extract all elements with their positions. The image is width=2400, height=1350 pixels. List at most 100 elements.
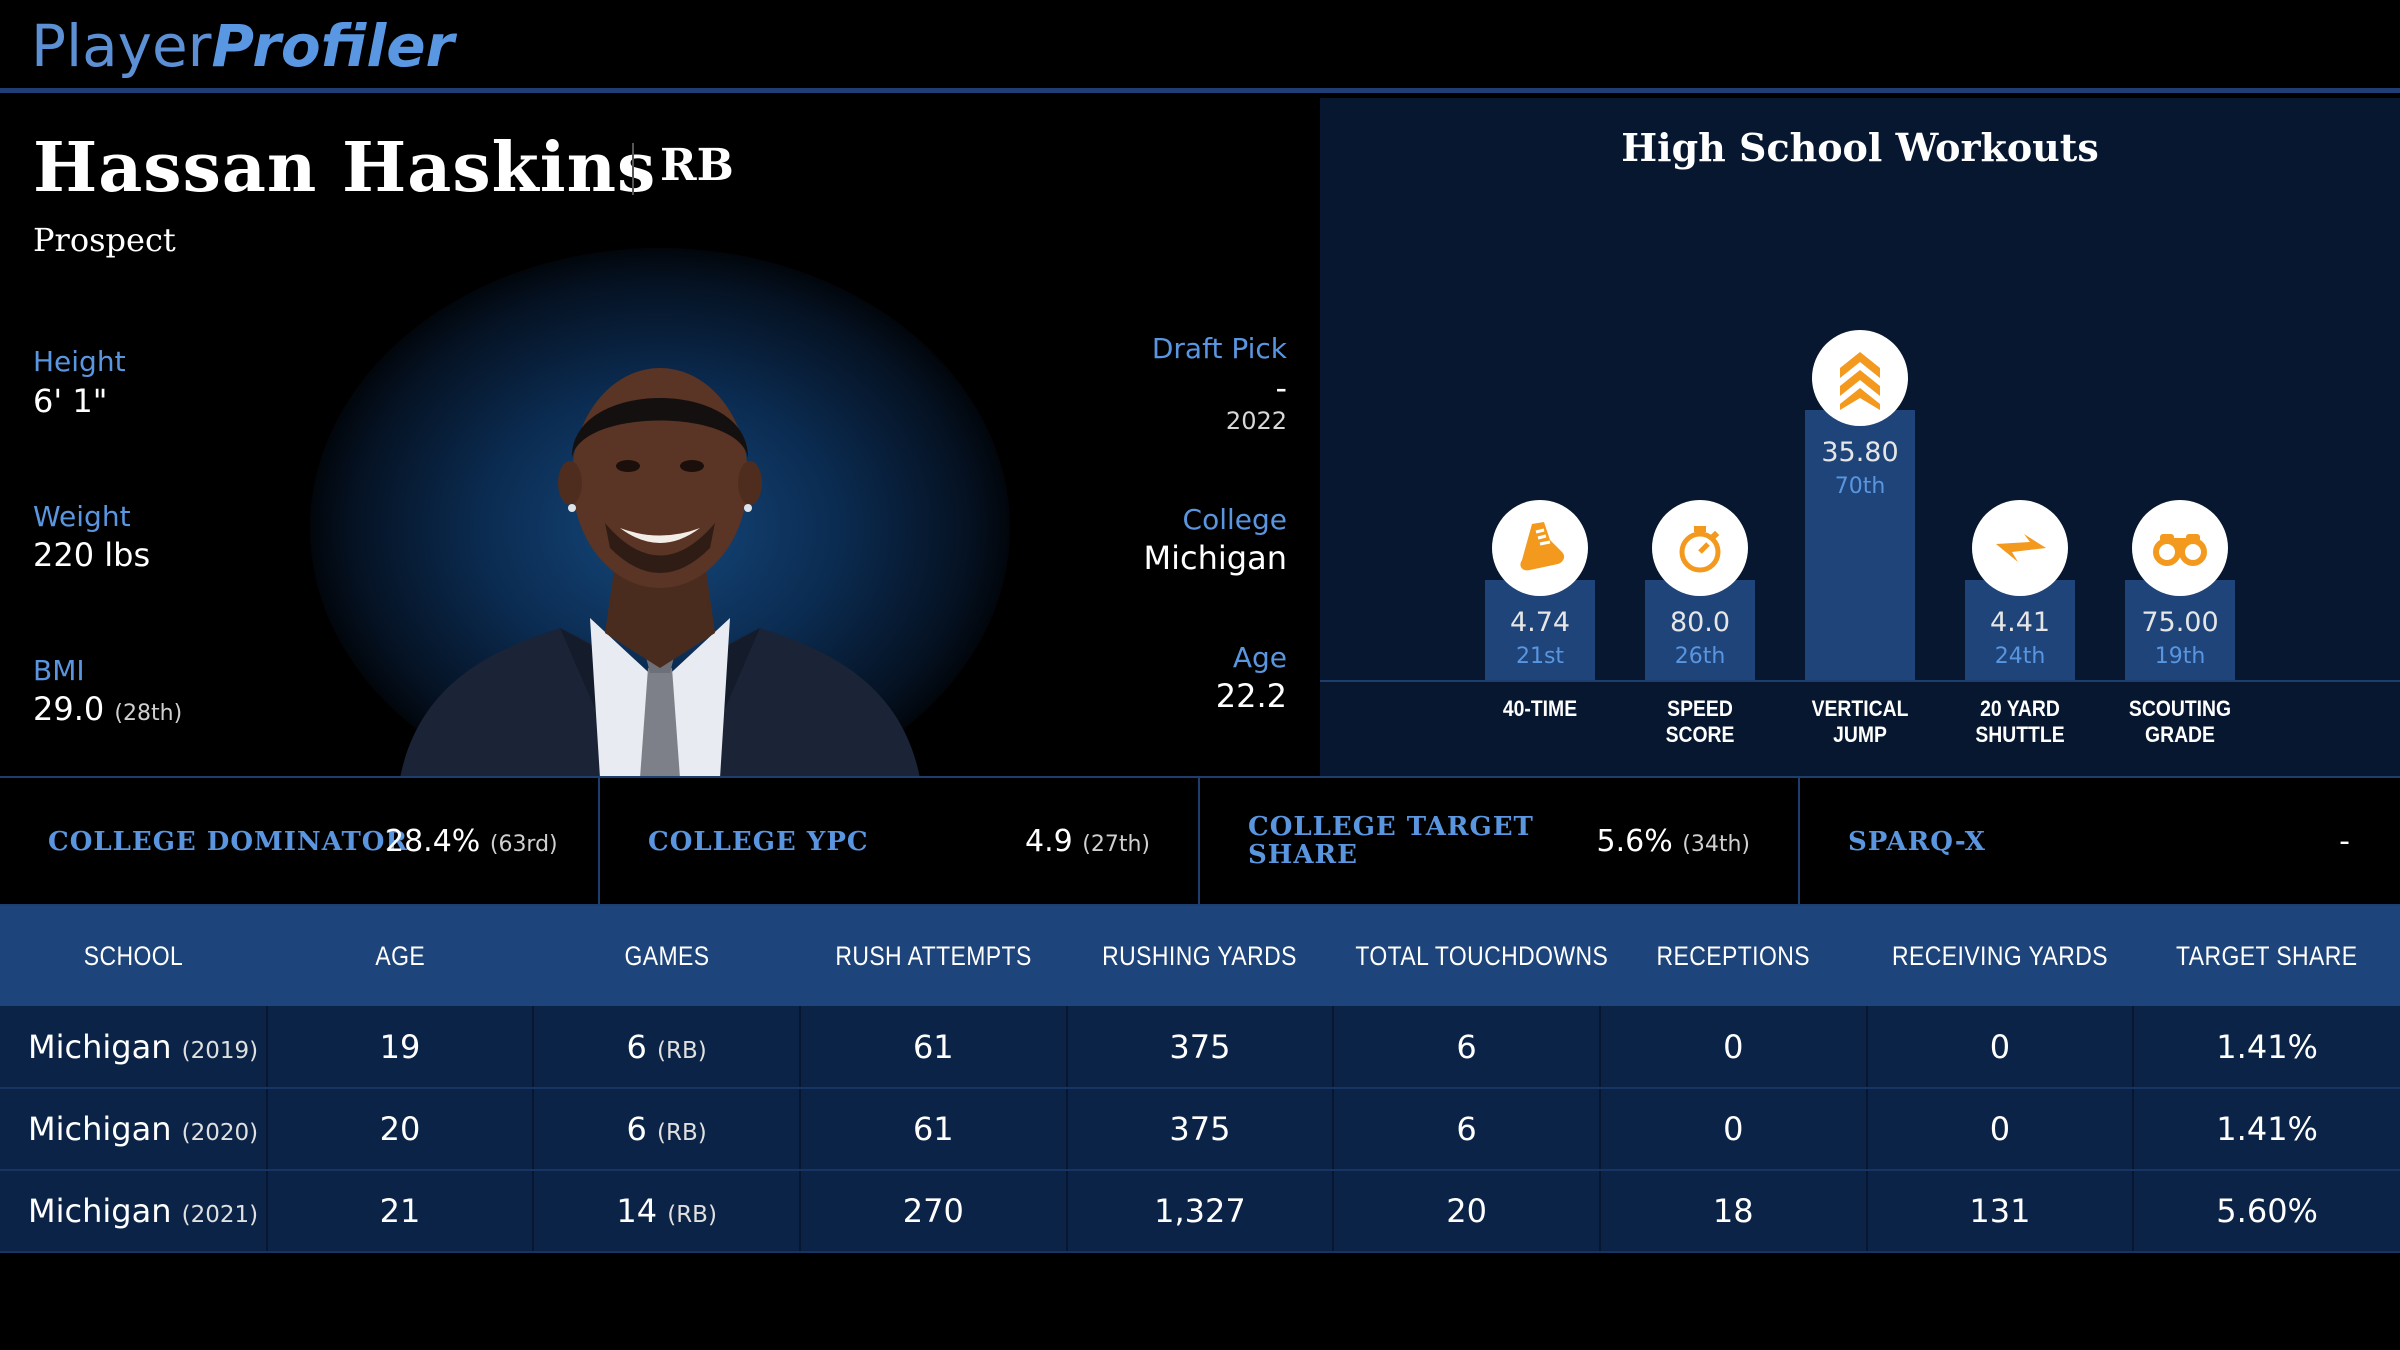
workout-bar[interactable]: [2125, 580, 2235, 680]
name-divider: [632, 143, 634, 195]
column-header-target-share[interactable]: TARGET SHARE: [2175, 940, 2358, 971]
running-shoe-icon: [1492, 500, 1588, 596]
bmi-number: 29.0: [33, 690, 105, 728]
workout-bar[interactable]: [1805, 410, 1915, 680]
workout-label-line2: JUMP: [1833, 722, 1887, 747]
workout-label: 20 YARD SHUTTLE: [1950, 696, 2091, 748]
column-header-school[interactable]: SCHOOL: [83, 940, 184, 971]
cell-school: Michigan (2019): [0, 1006, 268, 1089]
cell-age: 19: [266, 1006, 535, 1089]
table-row[interactable]: Michigan (2021) 21 14 (RB) 270 1,327 20 18 131 5…: [0, 1170, 2400, 1253]
chevrons-up-icon: [1812, 330, 1908, 426]
cell-games: 6 (RB): [533, 1088, 801, 1171]
metric-sparq-x: SPARQ-X -: [1800, 778, 2400, 906]
workout-label-line1: 20 YARD: [1980, 696, 2060, 721]
metric-number: 4.9: [1025, 824, 1073, 859]
metric-rank: (63rd): [489, 832, 558, 857]
brand-logo[interactable]: PlayerProfiler: [31, 14, 454, 78]
metric-label: COLLEGE YPC: [648, 827, 869, 857]
workout-label-line1: SCOUTING: [2128, 696, 2232, 721]
metric-value: -: [2339, 824, 2350, 859]
college-label: College: [1182, 503, 1287, 536]
college-stats-table: SCHOOL AGE GAMES RUSH ATTEMPTS RUSHING Y…: [0, 906, 2400, 1253]
workout-value: 75.00: [2141, 607, 2219, 638]
cell-age: 21: [266, 1170, 535, 1253]
column-header-receptions[interactable]: RECEPTIONS: [1656, 940, 1810, 971]
metric-label: COLLEGE DOMINATOR: [48, 827, 409, 857]
workout-label-line1: SPEED: [1667, 696, 1733, 721]
column-header-total-touchdowns[interactable]: TOTAL TOUCHDOWNS: [1355, 940, 1609, 971]
workout-label-line2: GRADE: [2145, 722, 2215, 747]
college-metrics-strip: COLLEGE DOMINATOR 28.4% (63rd) COLLEGE Y…: [0, 776, 2400, 906]
cell-receiving-yards: 131: [1866, 1170, 2135, 1253]
column-header-rushing-yards[interactable]: RUSHING YARDS: [1102, 940, 1298, 971]
cell-rush-attempts: 270: [799, 1170, 1068, 1253]
cell-age: 20: [266, 1088, 535, 1171]
metric-college-target-share: COLLEGE TARGET SHARE 5.6% (34th): [1200, 778, 1800, 906]
metric-rank: (27th): [1082, 832, 1150, 857]
workouts-title: High School Workouts: [1621, 125, 2099, 170]
school-name: Michigan: [28, 1110, 172, 1148]
workout-rank: 26th: [1674, 643, 1726, 669]
player-profile-panel: Hassan Haskins RB Prospect Height 6' 1" …: [0, 98, 1320, 776]
workout-bar[interactable]: [1965, 580, 2075, 680]
workout-label-line1: VERTICAL: [1811, 696, 1909, 721]
cell-target-share: 1.41%: [2133, 1088, 2400, 1171]
cell-receiving-yards: 0: [1866, 1088, 2135, 1171]
workout-rank: 24th: [1994, 644, 2046, 669]
cell-rush-attempts: 61: [799, 1088, 1068, 1171]
bmi-rank: (28th): [114, 701, 183, 726]
cell-total-touchdowns: 6: [1333, 1006, 1601, 1089]
workout-label: VERTICAL JUMP: [1790, 696, 1931, 748]
workout-value: 80.0: [1669, 606, 1731, 638]
brand-logo-part1: Player: [31, 12, 212, 80]
workout-value: 4.41: [1989, 607, 2051, 638]
workout-bar[interactable]: [1645, 579, 1755, 680]
metric-value: 28.4% (63rd): [385, 822, 558, 865]
workout-label: SCOUTING GRADE: [2110, 696, 2251, 748]
cell-rushing-yards: 1,327: [1066, 1170, 1335, 1253]
table-row[interactable]: Michigan (2019) 19 6 (RB) 61 375 6 0 0 1.41%: [0, 1006, 2400, 1089]
cell-school: Michigan (2020): [0, 1088, 268, 1171]
table-row[interactable]: Michigan (2020) 20 6 (RB) 61 375 6 0 0 1.41%: [0, 1088, 2400, 1171]
cell-rushing-yards: 375: [1066, 1088, 1335, 1171]
metric-number: 28.4%: [385, 824, 481, 859]
cell-school: Michigan (2021): [0, 1170, 268, 1253]
column-header-games[interactable]: GAMES: [624, 940, 710, 971]
cell-total-touchdowns: 6: [1333, 1088, 1601, 1171]
height-label: Height: [33, 345, 126, 378]
weight-label: Weight: [33, 500, 131, 533]
games-count: 14: [616, 1192, 658, 1230]
metric-label: SPARQ-X: [1848, 827, 1986, 857]
age-value: 22.2: [1215, 677, 1287, 715]
cell-total-touchdowns: 20: [1333, 1170, 1601, 1253]
column-header-age[interactable]: AGE: [375, 940, 425, 971]
cell-receptions: 0: [1599, 1088, 1868, 1171]
brand-logo-part2: Profiler: [211, 12, 455, 80]
season-year: (2021): [181, 1202, 259, 1228]
column-header-receiving-yards[interactable]: RECEIVING YARDS: [1891, 940, 2108, 971]
cell-receiving-yards: 0: [1866, 1006, 2135, 1089]
cell-receptions: 18: [1599, 1170, 1868, 1253]
metric-number: 5.6%: [1596, 824, 1673, 859]
table-header-row: SCHOOL AGE GAMES RUSH ATTEMPTS RUSHING Y…: [0, 906, 2400, 1006]
workout-rank: 70th: [1834, 474, 1886, 499]
lightning-icon: [1972, 500, 2068, 596]
cell-games: 6 (RB): [533, 1006, 801, 1089]
cell-target-share: 1.41%: [2133, 1006, 2400, 1089]
cell-receptions: 0: [1599, 1006, 1868, 1089]
games-position: (RB): [657, 1120, 707, 1146]
workout-label: SPEED SCORE: [1630, 696, 1771, 748]
workout-bar[interactable]: [1485, 580, 1595, 680]
column-header-rush-attempts[interactable]: RUSH ATTEMPTS: [835, 940, 1032, 971]
draft-pick-label: Draft Pick: [1151, 332, 1287, 365]
cell-games: 14 (RB): [533, 1170, 801, 1253]
college-value: Michigan: [1143, 539, 1287, 577]
games-count: 6: [626, 1027, 647, 1066]
binoculars-icon: [2132, 500, 2228, 596]
workout-label-line1: 40-TIME: [1502, 696, 1578, 721]
player-photo: [400, 368, 920, 776]
player-position: RB: [660, 140, 734, 191]
cell-rush-attempts: 61: [799, 1006, 1068, 1089]
workout-label-line2: SHUTTLE: [1975, 722, 2065, 747]
